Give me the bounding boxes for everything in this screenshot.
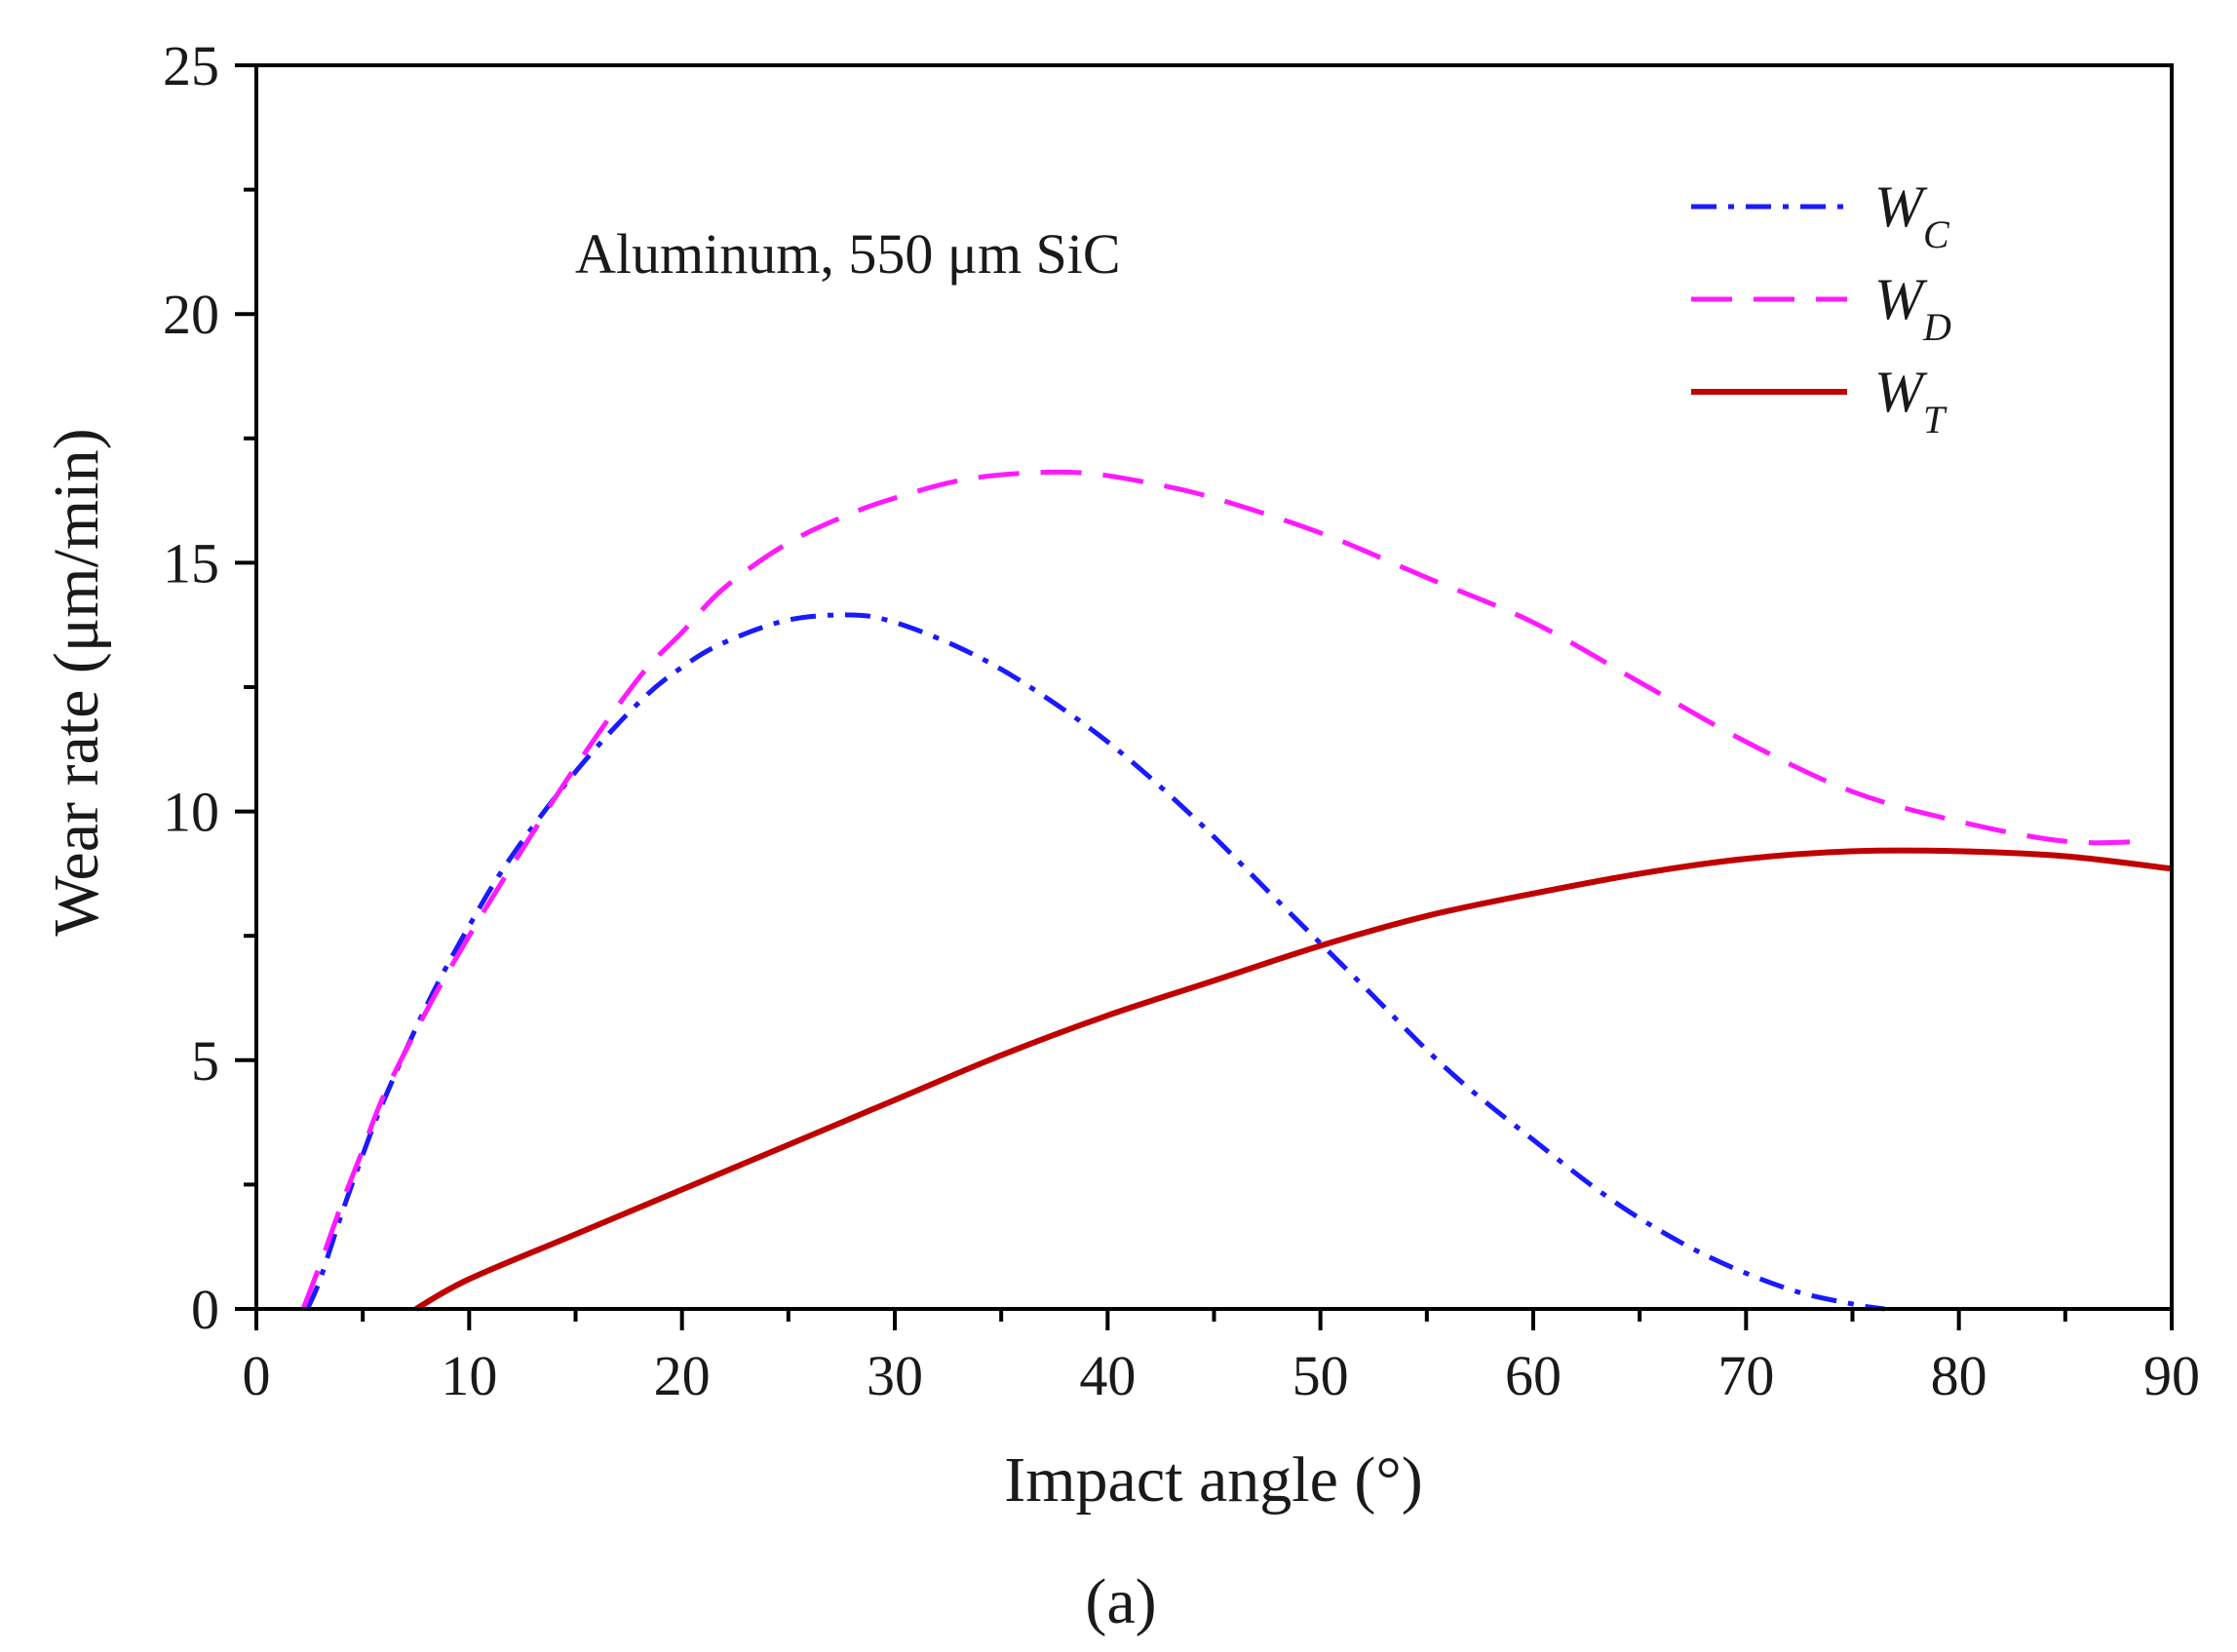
y-tick-label: 10	[163, 781, 219, 844]
series-line-w-d	[300, 469, 2151, 1310]
y-tick-label: 0	[191, 1278, 219, 1341]
labels-layer: 0 10 20 30 40 50 60 70 80 90 0 5 10 15 20 25	[163, 34, 2200, 1407]
chart-annotation: Aluminum, 550 μm SiC	[575, 222, 1121, 286]
legend-label-w-t: WT	[1874, 360, 1948, 442]
x-tick-label: 10	[441, 1344, 497, 1407]
x-tick-label: 0	[243, 1344, 271, 1407]
series-layer	[300, 469, 2173, 1312]
x-axis-title: Impact angle (°)	[1004, 1444, 1423, 1516]
x-tick-label: 50	[1292, 1344, 1349, 1407]
x-tick-label: 60	[1505, 1344, 1562, 1407]
x-tick-label: 70	[1717, 1344, 1774, 1407]
x-tick-label: 90	[2143, 1344, 2200, 1407]
y-tick-label: 25	[163, 34, 219, 97]
x-tick-label: 80	[1931, 1344, 1987, 1407]
series-line-w-t	[414, 847, 2173, 1312]
figure-caption: (a)	[1085, 1566, 1156, 1637]
legend-label-w-d: WD	[1874, 267, 1951, 349]
legend-label-w-c: WC	[1874, 174, 1950, 256]
y-tick-label: 15	[163, 531, 219, 595]
x-tick-label: 20	[654, 1344, 711, 1407]
x-tick-label: 30	[867, 1344, 923, 1407]
y-tick-label: 5	[191, 1029, 219, 1093]
y-tick-label: 20	[163, 283, 219, 346]
y-axis-title: Wear rate (μm/min)	[41, 428, 112, 936]
plot-frame	[254, 63, 2174, 1311]
series-line-w-c	[305, 612, 1885, 1312]
x-tick-label: 40	[1079, 1344, 1136, 1407]
ticks-layer	[235, 63, 2174, 1330]
legend: WC WD WT	[1691, 174, 1951, 442]
